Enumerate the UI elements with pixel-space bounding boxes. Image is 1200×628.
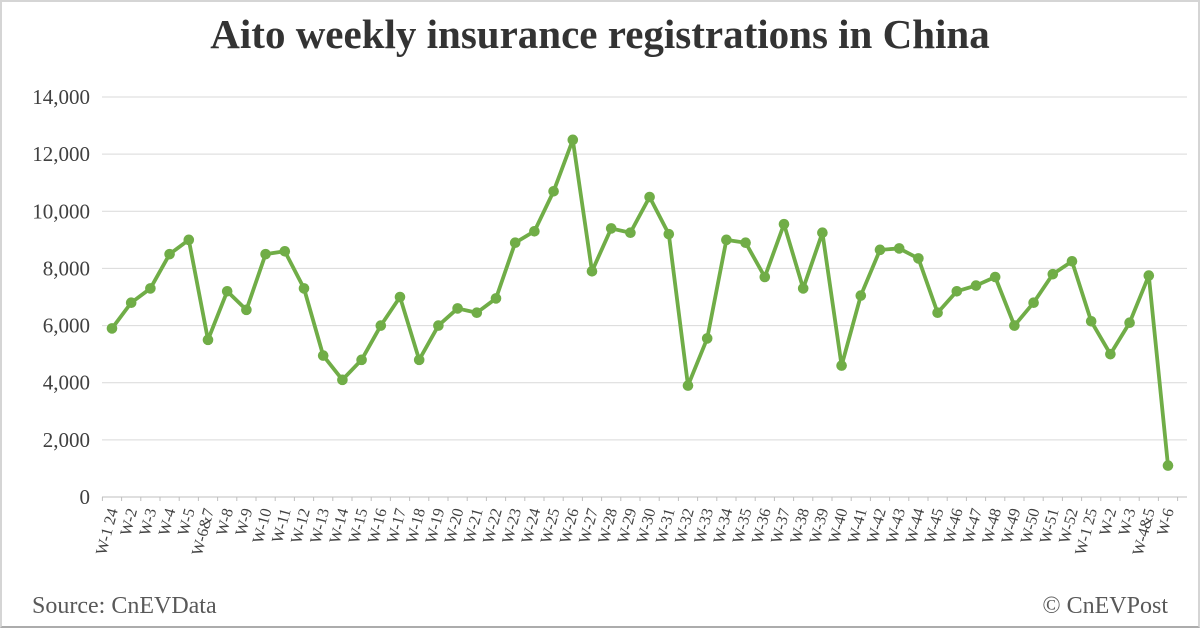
data-point [241,304,252,316]
y-axis-label: 8,000 [43,256,90,280]
data-point [989,271,1001,283]
data-point [836,360,847,371]
data-point [202,334,214,346]
chart-title: Aito weekly insurance registrations in C… [210,11,990,57]
data-point [183,234,195,246]
data-point [1162,460,1174,471]
source-label: Source: CnEVData [32,593,217,619]
data-point [682,380,694,391]
data-point [125,297,137,309]
data-point [221,285,233,297]
data-point [567,134,579,146]
data-point [759,271,771,283]
data-point [970,280,982,291]
x-axis-label: W-4 [156,507,180,538]
data-point [1047,268,1059,280]
data-point [701,333,713,344]
data-point [855,290,867,301]
data-point [1143,270,1155,281]
data-point [740,237,751,249]
x-axis-label: W-3 [1116,507,1140,538]
x-axis-label: W-6 [1154,507,1178,538]
data-point [413,354,425,366]
data-point [1085,315,1097,327]
data-point [509,237,521,249]
y-axis-label: 0 [80,485,91,509]
data-point [452,303,463,314]
data-point [356,354,367,366]
data-point [721,234,732,246]
data-point [548,185,559,197]
data-point [951,285,963,297]
data-point [337,374,348,386]
data-point [145,283,156,294]
data-point [932,307,943,319]
data-point [490,293,502,304]
x-axis-label: W-3 [137,507,161,538]
x-axis-label: W-2 [118,507,142,538]
data-point [797,283,809,294]
data-point [279,245,291,257]
data-point [625,227,636,239]
data-point [260,248,271,260]
data-point [586,265,598,277]
data-point [913,253,924,264]
x-axis-label: W-5 [175,507,199,538]
chart-footer: Source: CnEVData © CnEVPost [2,593,1198,620]
data-point [605,223,617,234]
line-chart: 0 2,000 4,000 6,000 8,000 10,000 12,000 14,000 W… [32,85,1187,557]
data-point [893,243,905,254]
data-point [1066,255,1078,267]
y-axis-label: 4,000 [43,371,90,395]
data-point [1009,320,1020,331]
data-point [471,307,483,319]
data-point [663,228,675,240]
data-point [817,227,828,239]
data-point [298,283,310,294]
data-point [375,320,387,331]
x-axis-label: W-9 [233,507,257,538]
y-axis-label: 14,000 [32,85,90,109]
y-axis-label: 12,000 [32,142,90,166]
data-point [433,320,444,331]
x-axis-label: W-2 [1097,507,1121,538]
data-point [317,350,329,361]
data-line [110,137,1170,468]
data-point [529,225,540,237]
copyright-label: © CnEVPost [1042,593,1168,619]
data-point [644,191,655,203]
x-axis-label: W-8 [214,507,238,538]
data-point [106,323,118,334]
data-point [778,218,790,230]
data-point [1105,348,1116,360]
data-point [874,244,886,256]
y-axis-label: 6,000 [43,314,90,338]
data-point [394,291,406,303]
y-axis-label: 2,000 [43,428,90,452]
data-point [1124,317,1135,329]
data-point [164,248,175,260]
y-axis-label: 10,000 [32,199,90,223]
data-point [1028,297,1039,309]
